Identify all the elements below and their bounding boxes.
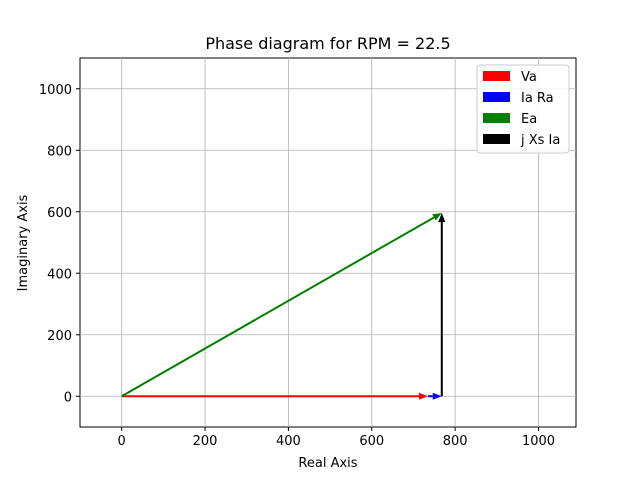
x-tick-label: 600 xyxy=(359,434,384,449)
legend-swatch xyxy=(483,92,510,102)
legend-swatch xyxy=(483,113,510,123)
legend-box xyxy=(476,64,570,154)
series-arrows xyxy=(121,212,446,400)
legend-swatch xyxy=(483,134,510,144)
legend-label: Ia Ra xyxy=(521,91,554,106)
y-tick-label: 200 xyxy=(47,329,72,344)
series-arrow-ia-ra xyxy=(428,392,442,400)
x-tick-label: 0 xyxy=(118,434,126,449)
arrow-head xyxy=(432,212,442,221)
plot-frame xyxy=(79,57,577,428)
y-tick-label: 400 xyxy=(47,267,72,282)
chart-title: Phase diagram for RPM = 22.5 xyxy=(205,34,450,53)
legend-label: Va xyxy=(521,70,537,85)
y-axis-title: Imaginary Axis xyxy=(16,194,31,291)
y-tick-label: 600 xyxy=(47,206,72,221)
arrow-shaft xyxy=(121,216,435,398)
x-tick-label: 800 xyxy=(443,434,468,449)
legend-label: Ea xyxy=(521,112,537,127)
arrow-head xyxy=(438,212,446,222)
legend-swatch xyxy=(483,71,510,81)
series-arrow-j-xs-ia xyxy=(438,212,446,397)
x-tick-label: 400 xyxy=(276,434,301,449)
y-tick-label: 0 xyxy=(64,390,72,405)
series-arrow-va xyxy=(121,392,429,400)
y-tick-label: 1000 xyxy=(39,83,72,98)
legend-label: j Xs Ia xyxy=(520,133,560,148)
legend: Va Ia Ra Ea j Xs Ia xyxy=(476,64,570,154)
arrow-head xyxy=(419,392,429,400)
series-arrow-ea xyxy=(121,212,442,398)
x-tick-label: 1000 xyxy=(522,434,555,449)
y-tick-label: 800 xyxy=(47,144,72,159)
arrow-head xyxy=(432,392,442,400)
x-axis-title: Real Axis xyxy=(298,456,357,471)
axis-ticks: 0 200 400 600 800 1000 0 200 400 600 800 1000 xyxy=(39,83,555,449)
x-tick-label: 200 xyxy=(193,434,218,449)
